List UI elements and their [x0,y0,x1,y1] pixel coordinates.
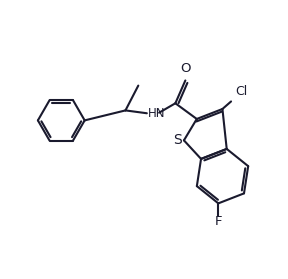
Text: HN: HN [148,107,166,120]
Text: S: S [173,133,182,147]
Text: F: F [215,215,222,228]
Text: O: O [181,62,191,75]
Text: Cl: Cl [235,85,247,98]
